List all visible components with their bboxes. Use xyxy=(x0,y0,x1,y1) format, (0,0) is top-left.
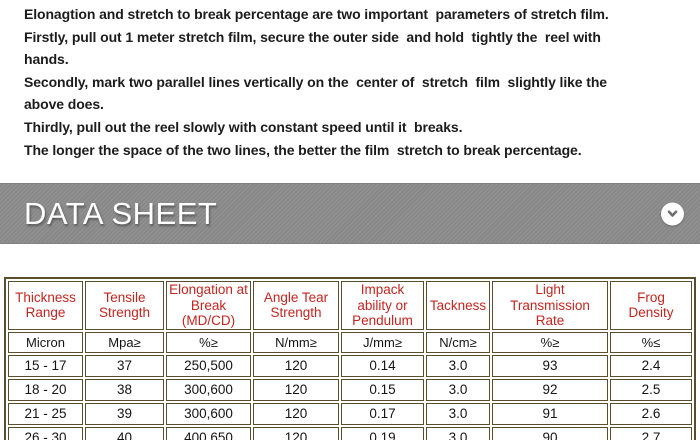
data-cell: 15 - 17 xyxy=(8,354,83,377)
data-cell: 300,600 xyxy=(166,378,251,401)
table-row: 26 - 30 40 400,650 120 0.19 3.0 90 2.7 xyxy=(8,426,692,440)
intro-line: Elonagtion and stretch to break percenta… xyxy=(24,6,609,22)
data-cell: 120 xyxy=(253,354,339,377)
datasheet-table-container: Thickness Range Tensile Strength Elongat… xyxy=(4,277,696,440)
data-cell: 0.15 xyxy=(341,378,424,401)
col-header-angle-tear-strength: Angle Tear Strength xyxy=(253,281,339,330)
section-title: DATA SHEET xyxy=(24,195,218,231)
data-cell: 91 xyxy=(492,402,608,425)
data-cell: 90 xyxy=(492,426,608,440)
data-cell: 3.0 xyxy=(426,354,490,377)
data-cell: 21 - 25 xyxy=(8,402,83,425)
datasheet-table: Thickness Range Tensile Strength Elongat… xyxy=(4,277,696,440)
data-cell: 3.0 xyxy=(426,426,490,440)
intro-line: Thirdly, pull out the reel slowly with c… xyxy=(24,118,463,135)
data-cell: 120 xyxy=(253,402,339,425)
unit-cell: %≥ xyxy=(166,331,251,353)
data-cell: 0.17 xyxy=(341,402,424,425)
intro-line: The longer the space of the two lines, t… xyxy=(24,141,582,158)
col-header-elongation-at-break: Elongation at Break (MD/CD) xyxy=(166,281,251,330)
col-header-tensile-strength: Tensile Strength xyxy=(85,281,164,330)
col-header-frog-density: Frog Density xyxy=(610,281,692,330)
data-cell: 2.7 xyxy=(610,426,692,440)
unit-cell: Micron xyxy=(8,331,83,353)
table-units-row: Micron Mpa≥ %≥ N/mm≥ J/mm≥ N/cm≥ %≥ %≤ xyxy=(8,331,692,353)
data-cell: 40 xyxy=(85,426,164,440)
data-cell: 250,500 xyxy=(166,354,251,377)
data-cell: 2.6 xyxy=(610,402,692,425)
intro-line: Firstly, pull out 1 meter stretch film, … xyxy=(24,28,601,45)
unit-cell: %≤ xyxy=(610,331,692,353)
unit-cell: N/cm≥ xyxy=(426,331,490,353)
table-header-row: Thickness Range Tensile Strength Elongat… xyxy=(8,281,692,330)
intro-text: Elonagtion and stretch to break percenta… xyxy=(24,3,692,161)
data-cell: 26 - 30 xyxy=(8,426,83,440)
data-cell: 300,600 xyxy=(166,402,251,425)
col-header-thickness-range: Thickness Range xyxy=(8,281,83,330)
unit-cell: %≥ xyxy=(492,331,608,353)
section-collapse-button[interactable] xyxy=(661,202,684,225)
data-cell: 120 xyxy=(253,426,339,440)
data-cell: 38 xyxy=(85,378,164,401)
col-header-tackness: Tackness xyxy=(426,281,490,330)
unit-cell: Mpa≥ xyxy=(85,331,164,353)
data-cell: 18 - 20 xyxy=(8,378,83,401)
table-row: 21 - 25 39 300,600 120 0.17 3.0 91 2.6 xyxy=(8,402,692,425)
data-cell: 120 xyxy=(253,378,339,401)
data-cell: 0.19 xyxy=(341,426,424,440)
unit-cell: J/mm≥ xyxy=(341,331,424,353)
data-cell: 3.0 xyxy=(426,402,490,425)
intro-line: Secondly, mark two parallel lines vertic… xyxy=(24,73,607,90)
data-cell: 92 xyxy=(492,378,608,401)
data-cell: 37 xyxy=(85,354,164,377)
data-cell: 3.0 xyxy=(426,378,490,401)
datasheet-section-header: DATA SHEET xyxy=(0,183,700,244)
col-header-impack-ability: Impack ability or Pendulum xyxy=(341,281,424,330)
intro-line: hands. xyxy=(24,51,69,68)
unit-cell: N/mm≥ xyxy=(253,331,339,353)
data-cell: 93 xyxy=(492,354,608,377)
col-header-light-transmission-rate: Light Transmission Rate xyxy=(492,281,608,330)
table-row: 15 - 17 37 250,500 120 0.14 3.0 93 2.4 xyxy=(8,354,692,377)
data-cell: 39 xyxy=(85,402,164,425)
data-cell: 2.4 xyxy=(610,354,692,377)
intro-line: above does. xyxy=(24,96,104,113)
data-cell: 400,650 xyxy=(166,426,251,440)
chevron-down-icon xyxy=(667,209,678,217)
data-cell: 0.14 xyxy=(341,354,424,377)
table-row: 18 - 20 38 300,600 120 0.15 3.0 92 2.5 xyxy=(8,378,692,401)
data-cell: 2.5 xyxy=(610,378,692,401)
